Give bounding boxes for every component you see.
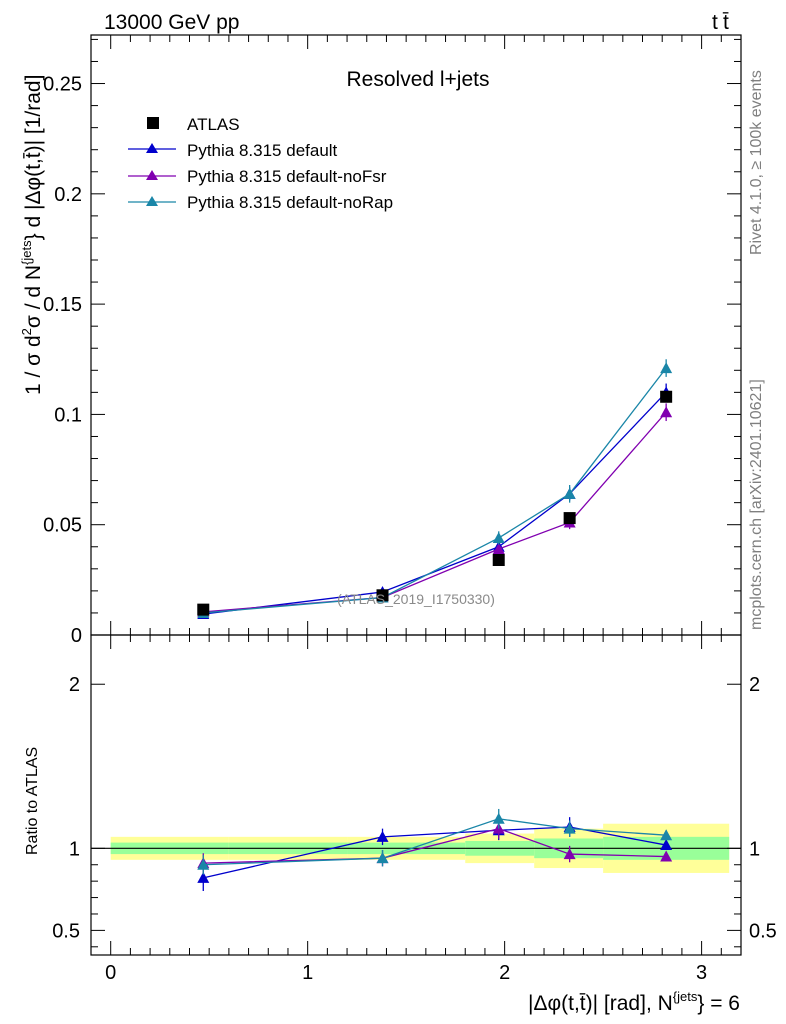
legend: ATLAS Pythia 8.315 default Pythia 8.315 …	[128, 115, 393, 212]
series-point-2	[492, 531, 505, 543]
y-axis-label-c: σ / d N	[22, 265, 45, 328]
legend-nofsr-marker	[146, 170, 158, 180]
legend-norap-label: Pythia 8.315 default-noRap	[187, 193, 393, 212]
y-tick-label: 0.1	[54, 404, 82, 426]
y-tick-label: 0.2	[54, 184, 82, 206]
process-label-tbar: t̄	[723, 11, 729, 34]
main-data-marks	[197, 359, 673, 620]
x-axis-label-b: t̄	[579, 992, 585, 1015]
atlas-data-point	[376, 589, 389, 602]
y-axis-label: 1 / σ d2σ / d N{jets} d |Δφ(t,t̄)| [1/ra…	[19, 75, 45, 395]
x-axis-label-brace: {	[673, 989, 678, 1004]
y-axis-label-d: jets	[19, 240, 34, 262]
energy-label: 13000 GeV pp	[104, 11, 239, 34]
x-tick-label: 2	[499, 962, 510, 984]
y-tick-label: 0.05	[43, 515, 82, 537]
mcplots-label: mcplots.cern.ch [arXiv:2401.10621]	[748, 379, 765, 630]
y-axis-label-f: t̄	[22, 152, 45, 158]
process-label: t t̄	[712, 11, 729, 34]
atlas-data-point	[660, 390, 673, 403]
atlas-data-point	[563, 512, 576, 525]
ratio-tick-label-left: 1	[69, 838, 80, 860]
legend-nofsr-label: Pythia 8.315 default-noFsr	[187, 167, 387, 186]
series-point-2	[563, 487, 576, 499]
legend-default-label: Pythia 8.315 default	[187, 141, 338, 160]
ratio-y-axis-label: Ratio to ATLAS	[24, 747, 41, 855]
series-line-0	[203, 391, 667, 615]
y-axis-label-brace: {	[19, 260, 34, 265]
y-axis-label-e: } d |Δφ(t,	[22, 158, 45, 240]
rivet-label: Rivet 4.1.0, ≥ 100k events	[748, 70, 765, 255]
x-axis-label-d: jets	[676, 989, 698, 1004]
ratio-tick-label-right: 2	[749, 674, 760, 696]
series-point-2	[660, 362, 673, 374]
ratio-point-2	[563, 822, 576, 834]
x-axis-label-e: } = 6	[697, 992, 740, 1015]
ratio-point-2	[660, 829, 673, 841]
x-axis-label-a: |Δφ(t,	[528, 992, 580, 1015]
y-axis-label-g: )| [1/rad]	[22, 75, 45, 153]
ratio-tick-label-left: 0.5	[52, 920, 80, 942]
ratio-panel	[90, 634, 742, 956]
series-point-1	[660, 406, 673, 418]
series-line-1	[203, 411, 667, 613]
ratio-point-0	[376, 830, 389, 842]
ratio-uncertainty-bands	[91, 823, 741, 873]
ratio-point-2	[492, 812, 505, 824]
series-point-1	[492, 542, 505, 554]
x-tick-label: 3	[696, 962, 707, 984]
ratio-point-1	[563, 848, 576, 860]
atlas-data-point	[492, 554, 505, 566]
legend-atlas-marker	[147, 117, 159, 129]
ratio-point-1	[660, 850, 673, 862]
y-axis-label-a: 1 / σ d	[22, 335, 45, 395]
legend-default-marker	[146, 143, 158, 153]
x-tick-label: 1	[302, 962, 313, 984]
y-tick-label: 0	[71, 625, 82, 647]
axis-ticks: 0 1 2 3 0 0.05 0.1 0.15 0.2 0.25 0.5 0.5 1 1 2 2	[43, 35, 777, 984]
ratio-tick-label-right: 1	[749, 838, 760, 860]
ratio-tick-label-right: 0.5	[749, 920, 777, 942]
process-label-t: t	[712, 11, 718, 34]
atlas-data-point	[197, 603, 210, 616]
ratio-point-2	[376, 852, 389, 864]
y-tick-label: 0.15	[43, 294, 82, 316]
x-axis-label: |Δφ(t,t̄)| [rad], N{jets} = 6	[528, 989, 740, 1015]
ratio-point-0	[197, 871, 210, 883]
legend-atlas-label: ATLAS	[187, 115, 240, 134]
x-tick-label: 0	[105, 962, 116, 984]
x-axis-label-c: )| [rad], N	[586, 992, 673, 1015]
ratio-point-0	[660, 839, 673, 851]
chart-title: Resolved l+jets	[347, 68, 490, 91]
ratio-panel-frame	[90, 634, 742, 956]
ratio-point-2	[197, 858, 210, 870]
analysis-label: (ATLAS_2019_I1750330)	[337, 591, 495, 607]
y-tick-label: 0.25	[43, 74, 82, 96]
y-axis-label-b: 2	[19, 328, 34, 335]
legend-norap-marker	[146, 196, 158, 206]
ratio-data-marks	[197, 808, 673, 891]
ratio-tick-label-left: 2	[69, 674, 80, 696]
